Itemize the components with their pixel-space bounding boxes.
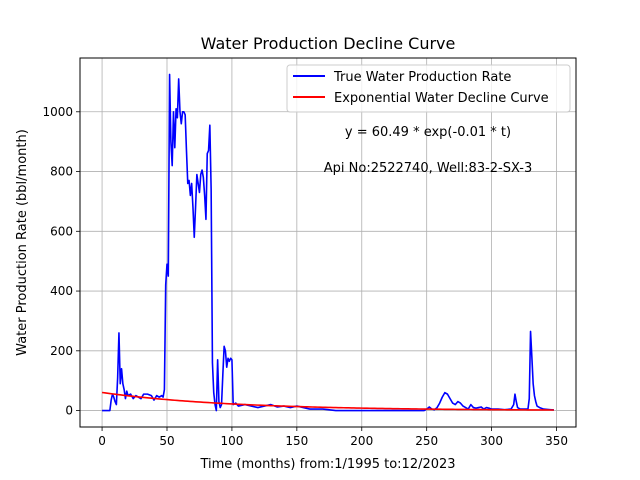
y-axis-ticks: 0 200 400 600 800 1000: [42, 105, 80, 418]
series-true-water-production-rate: [102, 73, 554, 412]
equation-annotation: y = 60.49 * exp(-0.01 * t): [345, 125, 511, 140]
chart-title: Water Production Decline Curve: [201, 34, 456, 53]
y-axis-label: Water Production Rate (bbl/month): [15, 129, 30, 356]
x-tick-label: 100: [220, 434, 243, 448]
legend-label-true-rate: True Water Production Rate: [333, 70, 511, 85]
y-tick-label: 600: [50, 224, 73, 238]
x-tick-label: 50: [159, 434, 174, 448]
y-tick-label: 200: [50, 344, 73, 358]
legend-box: [286, 64, 571, 113]
x-tick-label: 150: [285, 434, 308, 448]
plot-lines: [101, 73, 554, 412]
legend-label-decline-curve: Exponential Water Decline Curve: [334, 91, 549, 106]
well-annotation: Api No:2522740, Well:83-2-SX-3: [324, 161, 532, 176]
x-tick-label: 300: [480, 434, 503, 448]
y-tick-label: 800: [50, 165, 73, 179]
x-tick-label: 200: [350, 434, 373, 448]
x-tick-label: 0: [98, 434, 106, 448]
x-tick-label: 250: [415, 434, 438, 448]
series-exponential-water-decline-curve: [101, 391, 554, 411]
x-axis-ticks: 0 50 100 150 200 250 300 350: [98, 427, 568, 448]
y-tick-label: 400: [50, 284, 73, 298]
plot-frame: [79, 57, 577, 428]
x-tick-label: 350: [545, 434, 568, 448]
x-axis-label: Time (months) from:1/1995 to:12/2023: [199, 457, 455, 472]
y-tick-label: 1000: [42, 105, 73, 119]
y-tick-label: 0: [65, 404, 73, 418]
legend: True Water Production Rate Exponential W…: [286, 64, 571, 113]
